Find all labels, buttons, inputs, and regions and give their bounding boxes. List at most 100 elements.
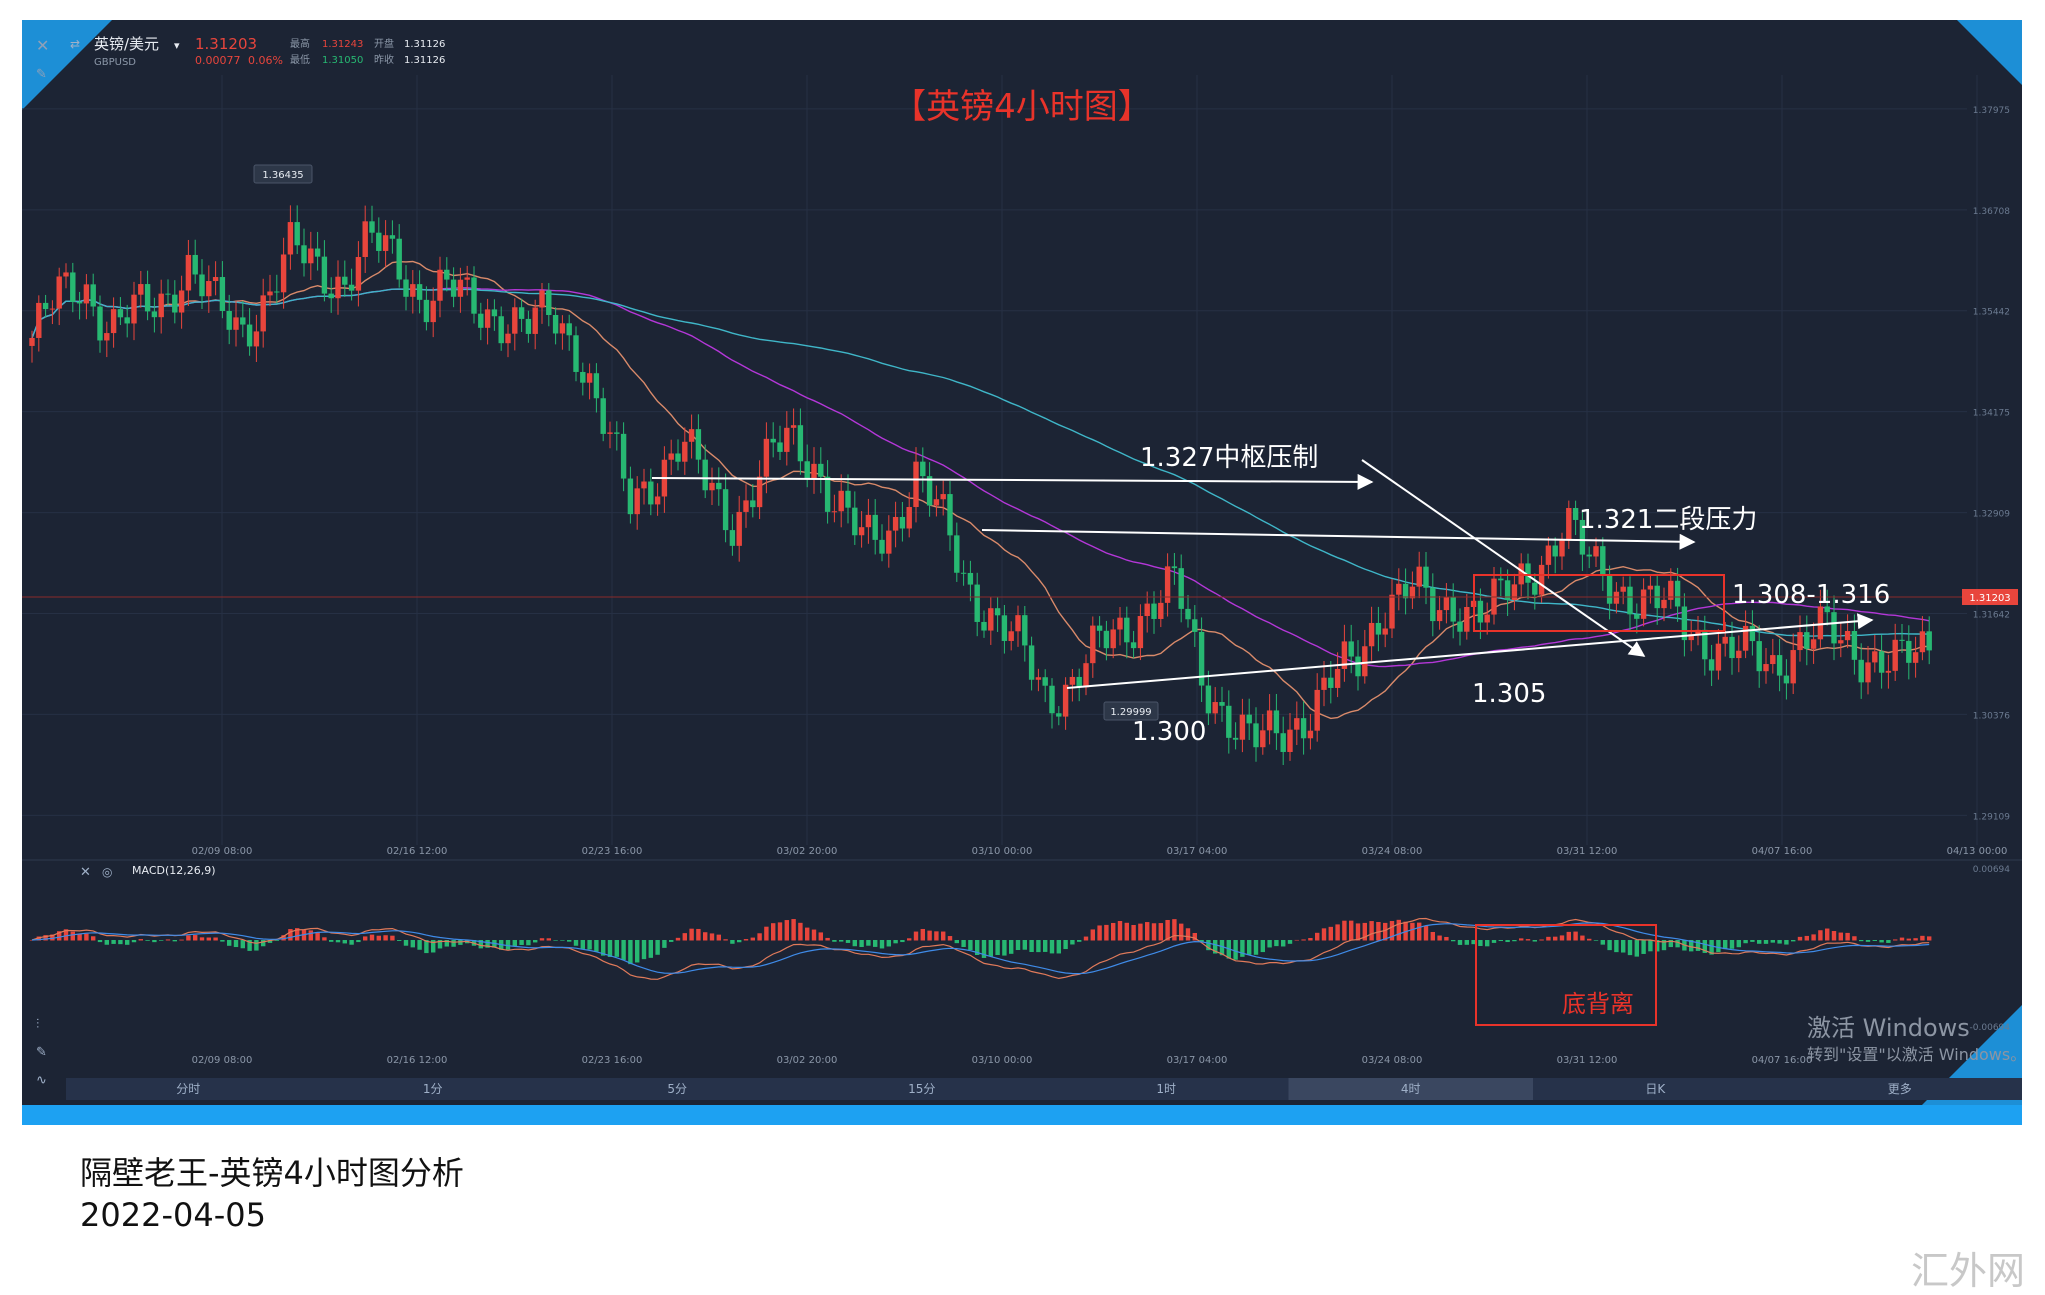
- candle-body: [76, 301, 83, 304]
- candle-body: [552, 315, 559, 334]
- candle-body: [1219, 702, 1225, 706]
- macd-bar: [1049, 940, 1055, 954]
- candle-body: [478, 313, 484, 328]
- tab-5[interactable]: 4时: [1401, 1082, 1421, 1096]
- macd-bar: [322, 937, 327, 941]
- close-icon[interactable]: ✕: [36, 36, 49, 55]
- candle-body: [1137, 616, 1144, 649]
- candle-body: [960, 572, 967, 574]
- current-price-tag-label: 1.31203: [1969, 593, 2010, 604]
- draw-icon[interactable]: ✎: [36, 1045, 47, 1060]
- candle-body: [1232, 737, 1239, 740]
- macd-bar: [36, 936, 41, 941]
- tab-6[interactable]: 日K: [1645, 1082, 1666, 1096]
- candle-body: [1171, 566, 1178, 569]
- macd-bar: [172, 940, 177, 942]
- macd-bar: [1213, 940, 1218, 954]
- candle-body: [389, 235, 396, 239]
- candle-body: [845, 490, 851, 508]
- candle-body: [580, 371, 586, 383]
- corner-decoration: [22, 20, 112, 110]
- candle-body: [1532, 582, 1538, 595]
- candle-body: [566, 323, 572, 336]
- candle-body: [1287, 729, 1293, 752]
- macd-bar: [145, 940, 150, 941]
- macd-scale-top: 0.00694: [1973, 865, 2010, 875]
- pin-icon[interactable]: ✎: [36, 67, 47, 82]
- candle-body: [784, 427, 790, 452]
- macd-bar: [159, 940, 164, 941]
- candle-body: [1912, 652, 1919, 663]
- macd-bar: [281, 935, 286, 941]
- candle-body: [1729, 636, 1735, 659]
- low-label: 最低: [290, 53, 310, 66]
- macd-bar: [1859, 940, 1864, 942]
- tab-4[interactable]: 1时: [1156, 1082, 1176, 1096]
- macd-bar: [63, 929, 69, 941]
- candle-body: [172, 294, 178, 313]
- tab-3[interactable]: 15分: [908, 1082, 935, 1096]
- candle-body: [1056, 713, 1062, 717]
- indicator-icon[interactable]: ⫶: [36, 1017, 39, 1032]
- candle-body: [899, 516, 906, 529]
- candle-body: [1790, 650, 1796, 684]
- candle-body: [1831, 612, 1837, 644]
- candle-body: [573, 335, 579, 372]
- candle-body: [450, 279, 457, 297]
- macd-dif-line: [31, 917, 1930, 980]
- symbol-name[interactable]: 英镑/美元: [94, 35, 159, 53]
- macd-bar: [1131, 924, 1136, 941]
- candle-body: [63, 272, 69, 277]
- macd-bar: [1546, 936, 1551, 941]
- macd-bar: [431, 940, 436, 953]
- macd-bar: [981, 940, 987, 958]
- candle-body: [226, 310, 232, 330]
- windows-notice-title: 激活 Windows: [1807, 1014, 1970, 1042]
- close-icon[interactable]: ✕: [80, 865, 91, 880]
- macd-x-tick-label: 03/02 20:00: [777, 1055, 838, 1066]
- macd-bar: [1872, 940, 1877, 941]
- x-tick-label: 03/17 04:00: [1167, 846, 1228, 857]
- wave-icon[interactable]: ∿: [36, 1073, 47, 1088]
- candle-body: [36, 302, 42, 338]
- tab-1[interactable]: 1分: [423, 1082, 443, 1096]
- caption-title: 隔壁老王-英镑4小时图分析: [80, 1154, 464, 1192]
- candle-body: [1450, 596, 1456, 622]
- x-tick-label: 04/13 00:00: [1947, 846, 2008, 857]
- macd-bar: [104, 940, 109, 945]
- corner-decoration: [1957, 20, 2022, 85]
- macd-bar: [390, 935, 395, 941]
- macd-bar: [1179, 923, 1184, 941]
- candle-body: [1334, 668, 1341, 688]
- macd-bar: [125, 940, 130, 945]
- candle-body: [947, 494, 953, 536]
- candle-body: [824, 476, 831, 512]
- macd-bar: [818, 932, 823, 941]
- candle-body: [1661, 599, 1667, 609]
- macd-x-tick-label: 04/07 16:00: [1752, 1055, 1813, 1066]
- chevron-down-icon[interactable]: ▾: [174, 39, 180, 52]
- tab-7[interactable]: 更多: [1888, 1082, 1912, 1096]
- tab-2[interactable]: 5分: [667, 1082, 687, 1096]
- candle-body: [879, 539, 885, 554]
- macd-bar: [1349, 920, 1354, 941]
- candle-body: [777, 442, 783, 452]
- x-tick-label: 03/10 00:00: [972, 846, 1033, 857]
- candle-body: [1158, 602, 1164, 619]
- tab-0[interactable]: 分时: [176, 1082, 200, 1096]
- candle-body: [158, 293, 164, 318]
- x-tick-label: 02/09 08:00: [192, 846, 253, 857]
- candle-body: [600, 398, 606, 434]
- candle-body: [124, 317, 130, 324]
- candle-body: [926, 476, 933, 506]
- macd-x-tick-label: 03/17 04:00: [1167, 1055, 1228, 1066]
- candle-body: [1239, 714, 1246, 740]
- macd-bar: [927, 930, 932, 941]
- macd-bar: [179, 939, 184, 941]
- macd-bar: [397, 940, 402, 941]
- macd-bar: [1294, 939, 1299, 941]
- settings-icon[interactable]: ◎: [102, 865, 112, 879]
- macd-bar: [709, 933, 715, 941]
- macd-bar: [614, 940, 619, 957]
- candle-body: [790, 425, 797, 428]
